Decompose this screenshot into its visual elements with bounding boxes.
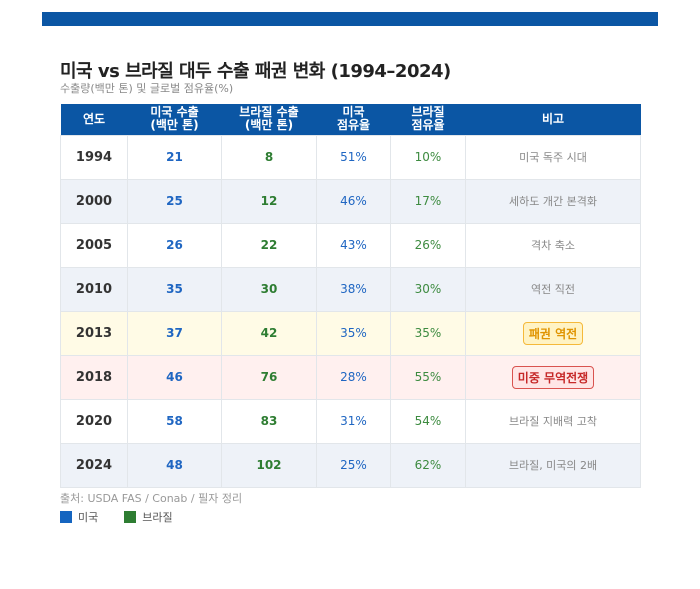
table-row: 2020 58 83 31% 54% 브라질 지배력 고착 (60, 398, 641, 444)
cell-us: 37 (127, 310, 222, 356)
column-header: 브라질 점유율 (390, 104, 466, 135)
legend-swatch-us (60, 511, 72, 523)
legend: 미국 브라질 (60, 509, 173, 525)
column-header: 연도 (60, 104, 128, 135)
cell-year: 1994 (60, 134, 128, 180)
cell-us-share: 43% (316, 222, 391, 268)
cell-us-share: 35% (316, 310, 391, 356)
table-row: 1994 21 8 51% 10% 미국 독주 시대 (60, 134, 641, 180)
cell-note: 세하도 개간 본격화 (465, 178, 641, 224)
cell-br: 12 (221, 178, 317, 224)
column-header: 비고 (465, 104, 641, 135)
cell-year: 2010 (60, 266, 128, 312)
cell-note: 미국 독주 시대 (465, 134, 641, 180)
table-row: 2005 26 22 43% 26% 격차 축소 (60, 222, 641, 268)
cell-note: 브라질, 미국의 2배 (465, 442, 641, 488)
cell-us-share: 31% (316, 398, 391, 444)
column-header: 미국 점유율 (316, 104, 391, 135)
cell-year: 2000 (60, 178, 128, 224)
cell-br-share: 35% (390, 310, 466, 356)
table-row: 2000 25 12 46% 17% 세하도 개간 본격화 (60, 178, 641, 224)
cell-us-share: 28% (316, 354, 391, 400)
cell-br: 22 (221, 222, 317, 268)
cell-br: 83 (221, 398, 317, 444)
source-note: 출처: USDA FAS / Conab / 필자 정리 (60, 492, 243, 505)
page-subtitle: 수출량(백만 톤) 및 글로벌 점유율(%) (60, 82, 234, 95)
cell-year: 2020 (60, 398, 128, 444)
cell-note: 미중 무역전쟁 (465, 354, 641, 400)
cell-us: 46 (127, 354, 222, 400)
cell-br: 102 (221, 442, 317, 488)
table-row: 2018 46 76 28% 55% 미중 무역전쟁 (60, 354, 641, 400)
cell-br: 76 (221, 354, 317, 400)
cell-us: 26 (127, 222, 222, 268)
note-badge: 미중 무역전쟁 (511, 365, 595, 389)
cell-br: 8 (221, 134, 317, 180)
cell-br-share: 30% (390, 266, 466, 312)
cell-br-share: 54% (390, 398, 466, 444)
cell-us: 21 (127, 134, 222, 180)
cell-us-share: 25% (316, 442, 391, 488)
cell-year: 2018 (60, 354, 128, 400)
legend-swatch-brazil (124, 511, 137, 523)
cell-us: 25 (127, 178, 222, 224)
cell-us-share: 46% (316, 178, 391, 224)
cell-year: 2024 (60, 442, 128, 488)
cell-note: 역전 직전 (465, 266, 641, 312)
cell-br: 42 (221, 310, 317, 356)
cell-us-share: 38% (316, 266, 391, 312)
page-title: 미국 vs 브라질 대두 수출 패권 변화 (1994–2024) (60, 61, 451, 82)
cell-us: 58 (127, 398, 222, 444)
cell-br: 30 (221, 266, 317, 312)
cell-us-share: 51% (316, 134, 391, 180)
top-accent-bar (42, 12, 658, 26)
column-header: 미국 수출 (백만 톤) (127, 104, 222, 135)
table-row: 2024 48 102 25% 62% 브라질, 미국의 2배 (60, 442, 641, 488)
cell-br-share: 26% (390, 222, 466, 268)
table-row: 2013 37 42 35% 35% 패권 역전 (60, 310, 641, 356)
column-header: 브라질 수출 (백만 톤) (221, 104, 317, 135)
cell-br-share: 17% (390, 178, 466, 224)
export-table: 연도 미국 수출 (백만 톤) 브라질 수출 (백만 톤) 미국 점유율 브라질 점유율… (60, 104, 641, 488)
cell-year: 2013 (60, 310, 128, 356)
cell-us: 35 (127, 266, 222, 312)
cell-br-share: 10% (390, 134, 466, 180)
legend-label-brazil: 브라질 (142, 511, 173, 524)
cell-note: 브라질 지배력 고착 (465, 398, 641, 444)
cell-br-share: 62% (390, 442, 466, 488)
cell-br-share: 55% (390, 354, 466, 400)
legend-label-us: 미국 (78, 511, 99, 524)
cell-us: 48 (127, 442, 222, 488)
note-badge: 패권 역전 (522, 321, 584, 345)
cell-year: 2005 (60, 222, 128, 268)
table-row: 2010 35 30 38% 30% 역전 직전 (60, 266, 641, 312)
cell-note: 패권 역전 (465, 310, 641, 356)
cell-note: 격차 축소 (465, 222, 641, 268)
